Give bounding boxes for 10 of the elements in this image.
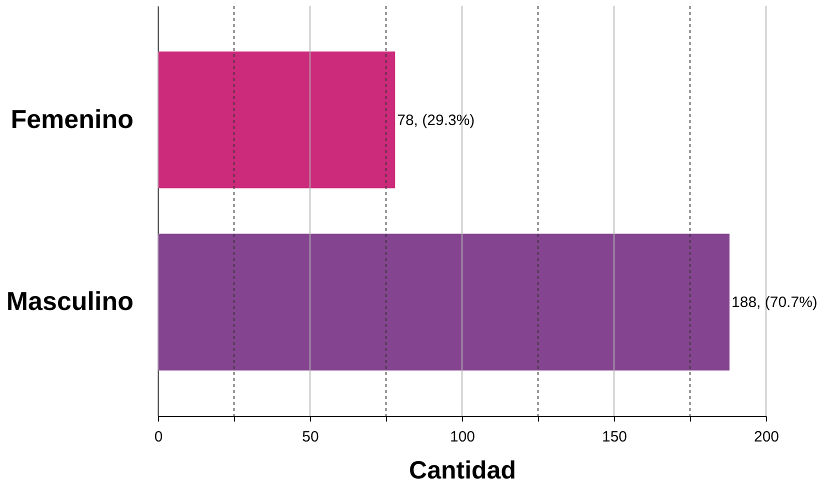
x-tick-label: 100 — [450, 428, 476, 446]
data-label: 78, (29.3%) — [397, 112, 475, 129]
x-tick-label: 200 — [754, 428, 780, 446]
y-tick-label: Masculino — [6, 286, 134, 316]
x-tick-label: 0 — [154, 428, 163, 446]
x-axis-title: Cantidad — [409, 456, 516, 484]
x-tick-label: 150 — [602, 428, 628, 446]
x-tick-label: 50 — [302, 428, 319, 446]
y-tick-label: Femenino — [10, 104, 134, 134]
data-label: 188, (70.7%) — [732, 294, 818, 312]
